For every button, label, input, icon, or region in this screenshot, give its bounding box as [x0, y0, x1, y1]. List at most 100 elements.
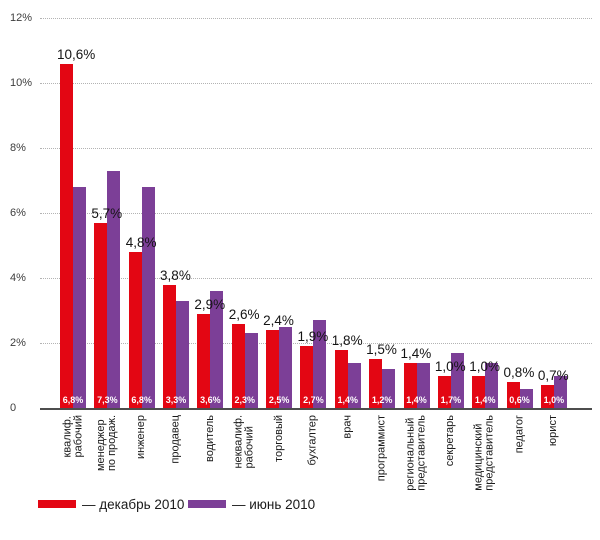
y-axis-tick-label: 10% [10, 77, 33, 89]
june-bar [107, 170, 121, 408]
x-axis-category-label: секретарь [444, 415, 457, 467]
x-axis-label-line: программист [375, 415, 388, 482]
december-bar [94, 222, 108, 408]
december-value-label: 10,6% [57, 46, 96, 62]
june-value-label: 1,2% [371, 395, 393, 405]
legend-label-december: — декабрь 2010 [82, 496, 185, 512]
june-bar [279, 326, 293, 408]
x-axis-label-line: торговый [272, 415, 285, 462]
june-value-label: 1,7% [440, 395, 462, 405]
december-value-label: 4,8% [125, 235, 157, 250]
legend-label-june: — июнь 2010 [232, 496, 316, 512]
june-value-label: 6,8% [62, 395, 84, 405]
x-axis-label-line: водитель [203, 415, 216, 462]
x-axis-label-line: педагог [513, 415, 526, 454]
y-axis-tick-label: 12% [10, 12, 33, 24]
x-axis-category-label: водитель [203, 415, 216, 462]
x-axis-label-line: инженер [135, 415, 148, 460]
gridline [40, 148, 592, 149]
gridline [40, 278, 592, 279]
december-bar [266, 330, 280, 408]
december-value-label: 2,6% [228, 306, 260, 322]
december-bar [369, 359, 383, 408]
december-value-label: 1,9% [297, 329, 329, 345]
x-axis-label-line: представитель [415, 415, 428, 491]
june-bar [176, 300, 190, 408]
x-axis-category-label: продавец [169, 415, 182, 464]
june-bar [485, 362, 499, 408]
june-value-label: 6,8% [131, 395, 152, 405]
december-value-label: 2,9% [194, 296, 226, 312]
x-axis-label-line: секретарь [444, 415, 457, 467]
june-bar [347, 362, 361, 408]
x-axis-category-label: врач [341, 415, 354, 439]
june-value-label: 2,7% [303, 395, 324, 405]
x-axis-category-label: медицинский представитель [473, 415, 497, 491]
december-value-label: 2,4% [263, 313, 294, 328]
june-bar [210, 291, 224, 408]
x-axis-category-label: менеджер по продаж. [95, 415, 119, 472]
x-axis-category-label: бухгалтер [307, 415, 319, 466]
x-axis-label-line: по продаж. [106, 415, 119, 472]
december-bar [197, 313, 211, 408]
gridline [40, 18, 592, 19]
june-value-label: 3,3% [165, 395, 187, 405]
x-axis-label-line: врач [341, 415, 354, 439]
x-axis-label-line: юрист [547, 415, 560, 447]
legend-swatch-december [38, 500, 76, 508]
gridline [40, 83, 592, 84]
x-axis-label-line: рабочий [243, 426, 256, 469]
december-bar [472, 375, 486, 408]
december-value-label: 0,8% [503, 365, 535, 380]
x-axis-label-line: представитель [484, 415, 497, 491]
june-bar [73, 187, 86, 408]
y-axis-tick-label: 8% [10, 142, 26, 154]
december-bar [334, 349, 348, 408]
december-value-label: 3,8% [160, 267, 191, 283]
x-axis-category-label: программист [375, 415, 388, 482]
december-value-label: 1,0% [434, 358, 466, 374]
x-axis-category-label: неквалиф. рабочий [233, 415, 256, 469]
december-bar [403, 362, 417, 408]
june-bar [141, 187, 155, 408]
legend-item-june: — июнь 2010 [188, 494, 315, 514]
legend-swatch-june [188, 500, 226, 508]
legend: — декабрь 2010 — июнь 2010 [0, 494, 600, 514]
x-axis-label-line: рабочий [72, 415, 84, 458]
december-bar [231, 323, 245, 408]
y-axis-tick-label: 4% [10, 272, 26, 284]
june-value-label: 3,6% [200, 395, 221, 405]
y-axis-tick-label: 2% [10, 337, 26, 349]
legend-item-december: — декабрь 2010 [38, 494, 184, 514]
gridline [40, 213, 592, 214]
june-value-label: 2,5% [268, 395, 290, 405]
june-bar [519, 388, 533, 408]
december-bar [300, 346, 314, 408]
december-value-label: 1,4% [400, 345, 432, 361]
december-value-label: 1,5% [366, 342, 397, 358]
june-value-label: 2,3% [234, 395, 256, 405]
december-bar [163, 284, 177, 408]
december-bar [437, 375, 451, 408]
june-bar [416, 362, 430, 408]
december-value-label: 1,0% [469, 358, 500, 374]
x-axis-category-label: педагог [513, 415, 526, 454]
x-axis-label-line: квалиф. [61, 416, 73, 458]
june-bar [313, 320, 327, 408]
y-axis-tick-label: 0 [10, 402, 17, 414]
june-value-label: 1,0% [543, 395, 565, 405]
x-axis-category-label: юрист [547, 415, 560, 447]
x-axis-label-line: продавец [169, 415, 182, 464]
june-bar [382, 369, 396, 408]
december-bar [506, 382, 520, 408]
x-axis-line [40, 408, 592, 410]
december-bar [540, 385, 554, 408]
x-axis-category-label: торговый [272, 415, 285, 462]
x-axis-category-label: инженер [135, 415, 148, 460]
june-value-label: 1,4% [474, 395, 496, 405]
june-bar [553, 375, 567, 408]
december-bar [128, 252, 142, 408]
june-value-label: 1,4% [406, 395, 427, 405]
x-axis-category-label: региональный представитель [405, 415, 428, 491]
